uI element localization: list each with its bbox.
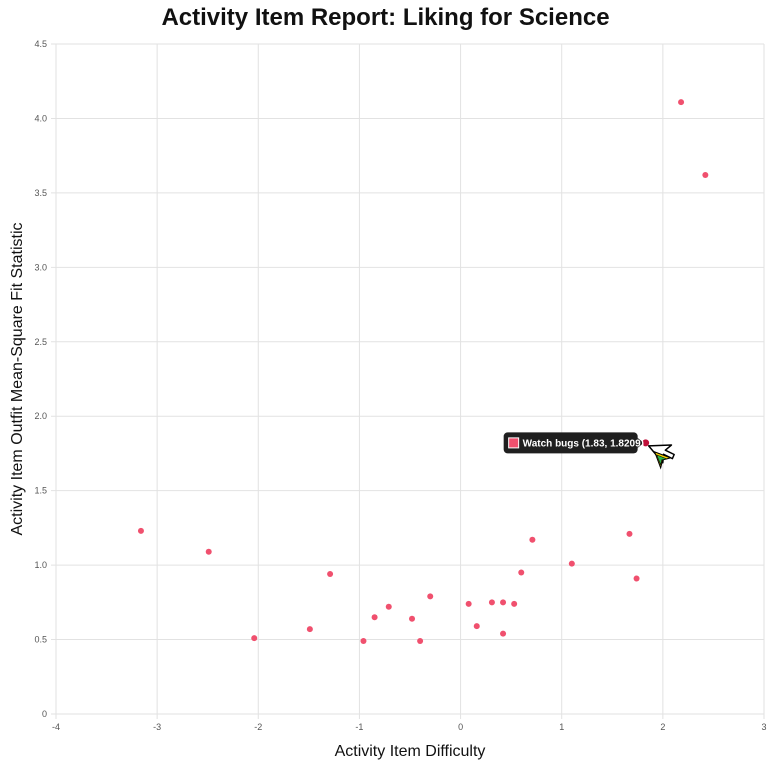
y-tick-label: 4.5: [34, 39, 47, 49]
y-tick-label: 4.0: [34, 113, 47, 123]
mouse-pointer-icon: [647, 444, 675, 470]
x-tick-label: 0: [458, 722, 463, 732]
data-point[interactable]: [678, 99, 685, 106]
data-point[interactable]: [568, 560, 575, 567]
data-point[interactable]: [427, 593, 434, 600]
data-point[interactable]: [518, 569, 525, 576]
y-tick-label: 3.5: [34, 188, 47, 198]
x-tick-label: -4: [52, 722, 60, 732]
data-point[interactable]: [409, 615, 416, 622]
data-point[interactable]: [417, 638, 424, 645]
data-point[interactable]: [702, 172, 709, 179]
data-point[interactable]: [500, 599, 507, 606]
tooltip-caret: [637, 437, 644, 448]
data-point[interactable]: [327, 571, 334, 578]
y-tick-label: 3.0: [34, 262, 47, 272]
x-tick-label: 2: [660, 722, 665, 732]
x-tick-label: -2: [254, 722, 262, 732]
data-point[interactable]: [371, 614, 378, 621]
y-axis-title: Activity Item Outfit Mean-Square Fit Sta…: [9, 223, 26, 536]
tooltip-text: Watch bugs (1.83, 1.8209): [523, 438, 644, 449]
data-point[interactable]: [626, 530, 633, 537]
x-tick-label: -3: [153, 722, 161, 732]
data-point[interactable]: [511, 600, 518, 607]
y-tick-label: 1.5: [34, 486, 47, 496]
data-point[interactable]: [633, 575, 640, 582]
data-point[interactable]: [306, 626, 313, 633]
data-point[interactable]: [137, 527, 144, 534]
data-point[interactable]: [488, 599, 495, 606]
x-tick-label: 3: [761, 722, 766, 732]
data-point[interactable]: [465, 600, 472, 607]
x-tick-label: 1: [559, 722, 564, 732]
y-tick-label: 2.5: [34, 337, 47, 347]
y-tick-label: 2.0: [34, 411, 47, 421]
x-axis-title: Activity Item Difficulty: [335, 743, 486, 760]
tooltip-box: [503, 432, 638, 454]
tooltip-color-swatch: [508, 437, 520, 449]
y-tick-label: 0: [42, 709, 47, 719]
x-tick-label: -1: [355, 722, 363, 732]
data-point[interactable]: [500, 630, 507, 637]
data-point[interactable]: [360, 638, 367, 645]
data-point[interactable]: [385, 603, 392, 610]
y-tick-label: 1.0: [34, 560, 47, 570]
y-tick-label: 0.5: [34, 635, 47, 645]
data-point[interactable]: [473, 623, 480, 630]
data-point[interactable]: [529, 536, 536, 543]
data-point[interactable]: [251, 635, 258, 642]
data-point[interactable]: [205, 548, 212, 555]
chart-title: Activity Item Report: Liking for Science: [161, 4, 610, 31]
